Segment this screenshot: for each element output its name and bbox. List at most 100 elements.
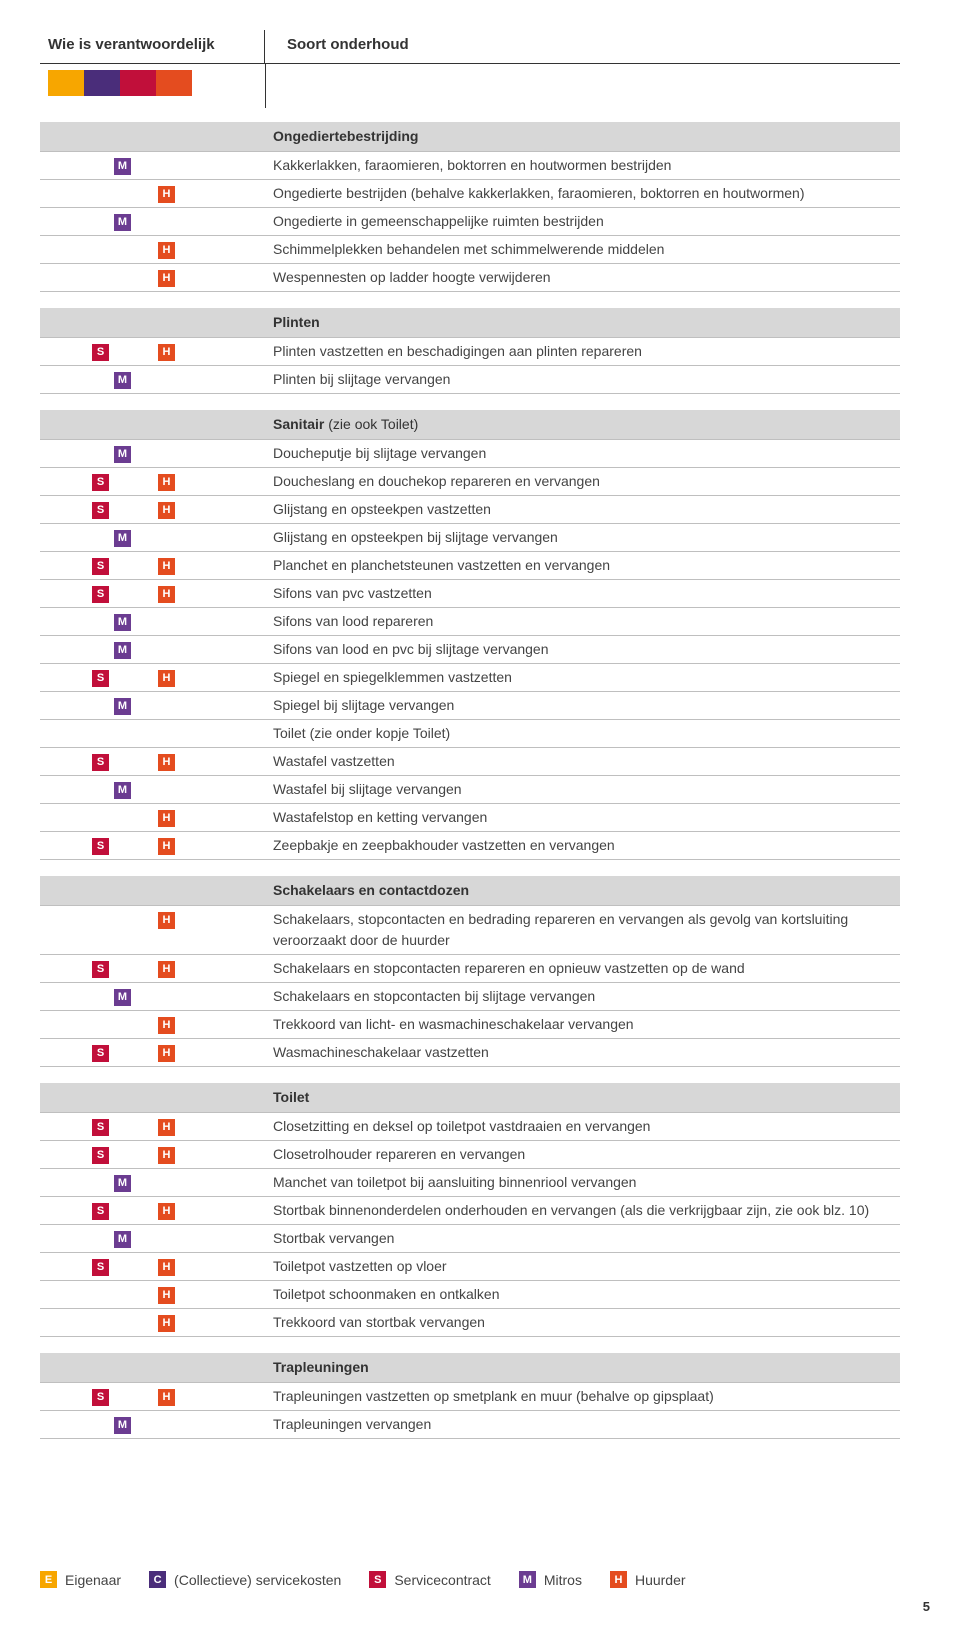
icon-slot: H bbox=[158, 1042, 180, 1063]
icon-slot: M bbox=[114, 779, 136, 800]
m-badge: M bbox=[114, 530, 131, 547]
h-badge: H bbox=[158, 474, 175, 491]
table-row: MManchet van toiletpot bij aansluiting b… bbox=[40, 1169, 900, 1197]
s-badge: S bbox=[92, 1259, 109, 1276]
icon-slot: H bbox=[158, 1200, 180, 1221]
section-heading-left bbox=[40, 410, 265, 440]
icon-slot: M bbox=[114, 369, 136, 390]
row-text: Wastafel bij slijtage vervangen bbox=[265, 776, 900, 804]
table-row: MOngedierte in gemeenschappelijke ruimte… bbox=[40, 208, 900, 236]
m-badge: M bbox=[114, 989, 131, 1006]
row-text: Ongedierte bestrijden (behalve kakkerlak… bbox=[265, 180, 900, 208]
section-heading-title: Ongediertebestrijding bbox=[265, 122, 900, 152]
icon-slot: S bbox=[92, 751, 114, 772]
row-icons: SH bbox=[40, 664, 265, 692]
row-icons: SH bbox=[40, 1253, 265, 1281]
row-text: Sifons van lood repareren bbox=[265, 608, 900, 636]
icon-slot: H bbox=[158, 499, 180, 520]
row-text: Doucheputje bij slijtage vervangen bbox=[265, 440, 900, 468]
s-badge: S bbox=[92, 502, 109, 519]
s-badge: S bbox=[92, 838, 109, 855]
section-heading-title: Sanitair (zie ook Toilet) bbox=[265, 410, 900, 440]
section-heading-title: Schakelaars en contactdozen bbox=[265, 876, 900, 906]
legend-item: S Servicecontract bbox=[369, 1571, 490, 1588]
icon-slot: S bbox=[92, 471, 114, 492]
row-text: Trekkoord van licht- en wasmachineschake… bbox=[265, 1011, 900, 1039]
row-text: Spiegel en spiegelklemmen vastzetten bbox=[265, 664, 900, 692]
row-text: Spiegel bij slijtage vervangen bbox=[265, 692, 900, 720]
section-heading-left bbox=[40, 308, 265, 338]
h-badge: H bbox=[158, 1147, 175, 1164]
h-badge: H bbox=[158, 502, 175, 519]
icon-slot: H bbox=[158, 341, 180, 362]
row-text: Zeepbakje en zeepbakhouder vastzetten en… bbox=[265, 832, 900, 860]
s-badge: S bbox=[92, 344, 109, 361]
s-badge: S bbox=[92, 474, 109, 491]
s-badge: S bbox=[92, 1147, 109, 1164]
icon-slot: H bbox=[158, 909, 180, 930]
row-icons: M bbox=[40, 524, 265, 552]
section-table: ToiletSHClosetzitting en deksel op toile… bbox=[40, 1083, 900, 1337]
table-row: SHZeepbakje en zeepbakhouder vastzetten … bbox=[40, 832, 900, 860]
row-icons: M bbox=[40, 152, 265, 180]
row-text: Doucheslang en douchekop repareren en ve… bbox=[265, 468, 900, 496]
icon-slot: M bbox=[114, 1172, 136, 1193]
legend-label: Eigenaar bbox=[65, 1572, 121, 1588]
h-badge: H bbox=[158, 344, 175, 361]
row-icons: SH bbox=[40, 832, 265, 860]
row-text: Closetzitting en deksel op toiletpot vas… bbox=[265, 1113, 900, 1141]
table-row: SHStortbak binnenonderdelen onderhouden … bbox=[40, 1197, 900, 1225]
table-row: SHSifons van pvc vastzetten bbox=[40, 580, 900, 608]
icon-slot: S bbox=[92, 341, 114, 362]
icon-slot: H bbox=[158, 1312, 180, 1333]
s-badge: S bbox=[92, 1119, 109, 1136]
icon-slot: H bbox=[158, 583, 180, 604]
s-badge: S bbox=[369, 1571, 386, 1588]
h-badge: H bbox=[610, 1571, 627, 1588]
row-icons: M bbox=[40, 983, 265, 1011]
legend-label: Servicecontract bbox=[394, 1572, 490, 1588]
table-row: SHPlinten vastzetten en beschadigingen a… bbox=[40, 338, 900, 366]
table-row: SHClosetzitting en deksel op toiletpot v… bbox=[40, 1113, 900, 1141]
row-text: Schakelaars, stopcontacten en bedrading … bbox=[265, 906, 900, 955]
row-icons: M bbox=[40, 208, 265, 236]
page-number: 5 bbox=[923, 1599, 930, 1614]
icon-slot: S bbox=[92, 583, 114, 604]
row-text: Kakkerlakken, faraomieren, boktorren en … bbox=[265, 152, 900, 180]
icon-slot: M bbox=[114, 155, 136, 176]
icon-slot: S bbox=[92, 1256, 114, 1277]
table-row: MSchakelaars en stopcontacten bij slijta… bbox=[40, 983, 900, 1011]
row-text: Toilet (zie onder kopje Toilet) bbox=[265, 720, 900, 748]
icon-slot: H bbox=[158, 267, 180, 288]
section-table: Ongediertebestrijding M Kakkerlakken, fara… bbox=[40, 122, 900, 292]
palette-square bbox=[156, 70, 192, 96]
h-badge: H bbox=[158, 242, 175, 259]
table-row: SHSchakelaars en stopcontacten repareren… bbox=[40, 955, 900, 983]
row-text: Planchet en planchetsteunen vastzetten e… bbox=[265, 552, 900, 580]
c-badge: C bbox=[149, 1571, 166, 1588]
icon-slot: H bbox=[158, 1386, 180, 1407]
h-badge: H bbox=[158, 810, 175, 827]
icon-slot: H bbox=[158, 239, 180, 260]
table-row: HTrekkoord van stortbak vervangen bbox=[40, 1309, 900, 1337]
table-row: M Kakkerlakken, faraomieren, boktorren en… bbox=[40, 152, 900, 180]
row-icons: M bbox=[40, 366, 265, 394]
icon-slot: H bbox=[158, 1014, 180, 1035]
row-icons: SH bbox=[40, 1113, 265, 1141]
row-text: Sifons van lood en pvc bij slijtage verv… bbox=[265, 636, 900, 664]
table-row: MStortbak vervangen bbox=[40, 1225, 900, 1253]
icon-slot: M bbox=[114, 211, 136, 232]
h-badge: H bbox=[158, 1287, 175, 1304]
table-row: H Trekkoord van licht- en wasmachineschak… bbox=[40, 1011, 900, 1039]
legend-item: EEigenaar bbox=[40, 1571, 121, 1588]
section-heading-left bbox=[40, 876, 265, 906]
row-text: Wespennesten op ladder hoogte verwijdere… bbox=[265, 264, 900, 292]
m-badge: M bbox=[114, 782, 131, 799]
section-heading-left bbox=[40, 122, 265, 152]
icon-slot: H bbox=[158, 555, 180, 576]
s-badge: S bbox=[92, 961, 109, 978]
row-icons: H bbox=[40, 264, 265, 292]
m-badge: M bbox=[114, 446, 131, 463]
row-text: Toiletpot vastzetten op vloer bbox=[265, 1253, 900, 1281]
h-badge: H bbox=[158, 558, 175, 575]
